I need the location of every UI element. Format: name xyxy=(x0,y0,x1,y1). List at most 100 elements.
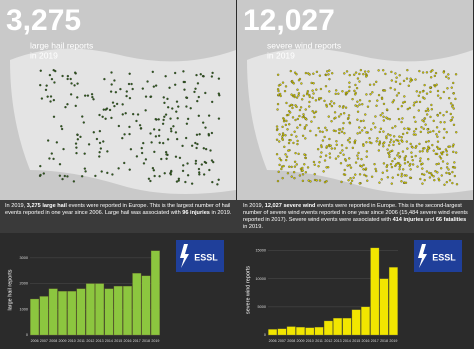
report-dot xyxy=(307,179,310,182)
report-dot xyxy=(286,172,290,175)
report-dot xyxy=(334,157,338,160)
report-dot xyxy=(101,115,104,118)
y-tick-label: 1000 xyxy=(20,307,28,311)
report-dot xyxy=(411,163,415,166)
report-dot xyxy=(149,132,152,135)
report-dot xyxy=(83,152,86,155)
report-dot xyxy=(290,175,293,178)
report-dot xyxy=(410,151,413,154)
report-dot xyxy=(177,177,181,180)
report-dot xyxy=(367,70,370,73)
report-dot xyxy=(328,78,331,81)
report-dot xyxy=(54,69,57,73)
big-number: 3,275 xyxy=(6,4,81,37)
report-dot xyxy=(370,128,373,131)
bar xyxy=(342,317,352,336)
report-dot xyxy=(194,87,197,90)
y-tick-label: 10000 xyxy=(255,277,266,281)
report-dot xyxy=(372,122,375,125)
report-dot xyxy=(391,101,394,104)
report-dot xyxy=(398,168,401,171)
report-dot xyxy=(448,97,451,100)
report-dot xyxy=(50,77,54,81)
report-dot xyxy=(158,175,161,178)
report-dot xyxy=(408,127,411,131)
report-dot xyxy=(400,180,403,183)
report-dot xyxy=(409,168,412,171)
report-dot xyxy=(400,172,403,176)
report-dot xyxy=(433,85,437,88)
report-dot xyxy=(405,174,408,177)
report-dot xyxy=(453,174,457,178)
report-dot xyxy=(414,127,418,131)
report-dot xyxy=(439,96,442,100)
report-dot xyxy=(378,141,382,145)
report-dot xyxy=(161,122,165,125)
report-dot xyxy=(162,96,165,99)
report-dot xyxy=(289,69,292,73)
report-dot xyxy=(288,104,291,108)
report-dot xyxy=(160,157,163,161)
text: in 2019. xyxy=(209,210,232,216)
report-dot xyxy=(421,162,424,165)
report-dot xyxy=(438,179,441,182)
report-dot xyxy=(39,164,42,168)
report-dot xyxy=(400,136,403,139)
x-tick-label: 2009 xyxy=(297,339,305,343)
report-dot xyxy=(282,118,286,121)
report-dot xyxy=(409,162,412,166)
x-tick-label: 2008 xyxy=(49,339,57,343)
report-dot xyxy=(413,130,416,133)
report-dot xyxy=(340,130,344,133)
report-dot xyxy=(418,150,422,153)
report-dot xyxy=(291,79,294,83)
report-dot xyxy=(53,81,56,84)
report-dot xyxy=(55,141,58,144)
report-dot xyxy=(62,147,65,151)
report-dot xyxy=(445,75,448,78)
report-dot xyxy=(425,170,429,173)
report-dot xyxy=(328,102,332,106)
report-dot xyxy=(365,93,368,96)
report-dot xyxy=(203,173,206,176)
report-dot xyxy=(79,135,82,138)
report-dot xyxy=(125,94,128,98)
report-dot xyxy=(344,158,347,161)
report-dot xyxy=(315,70,319,73)
report-dot xyxy=(170,130,173,133)
report-dot xyxy=(327,73,330,76)
report-dot xyxy=(140,151,144,155)
report-dot xyxy=(201,74,205,78)
report-dot xyxy=(74,104,77,107)
report-dot xyxy=(412,104,415,107)
report-dot xyxy=(427,131,430,134)
report-dot xyxy=(354,139,357,142)
report-dot xyxy=(315,88,318,91)
report-dot xyxy=(455,151,458,154)
report-dot xyxy=(403,158,406,162)
report-dot xyxy=(416,165,419,168)
report-dot xyxy=(375,104,378,107)
report-dot xyxy=(393,135,396,138)
report-dot xyxy=(275,125,279,128)
report-dot xyxy=(279,94,282,98)
report-dot xyxy=(303,163,306,166)
report-dot xyxy=(60,125,63,128)
report-dot xyxy=(184,136,188,140)
report-dot xyxy=(338,105,341,108)
report-dot xyxy=(436,135,439,138)
report-dot xyxy=(446,87,449,90)
report-dot xyxy=(366,179,369,182)
report-dot xyxy=(84,170,87,173)
report-dot xyxy=(362,73,365,76)
report-dot xyxy=(349,177,352,180)
report-dot xyxy=(354,161,358,164)
report-dot xyxy=(403,156,406,160)
report-dot xyxy=(370,175,374,178)
report-dot xyxy=(303,126,307,129)
report-dot xyxy=(445,131,448,134)
report-dot xyxy=(185,105,188,108)
report-dot xyxy=(385,169,389,172)
report-dot xyxy=(295,105,298,108)
report-dot xyxy=(368,99,371,103)
